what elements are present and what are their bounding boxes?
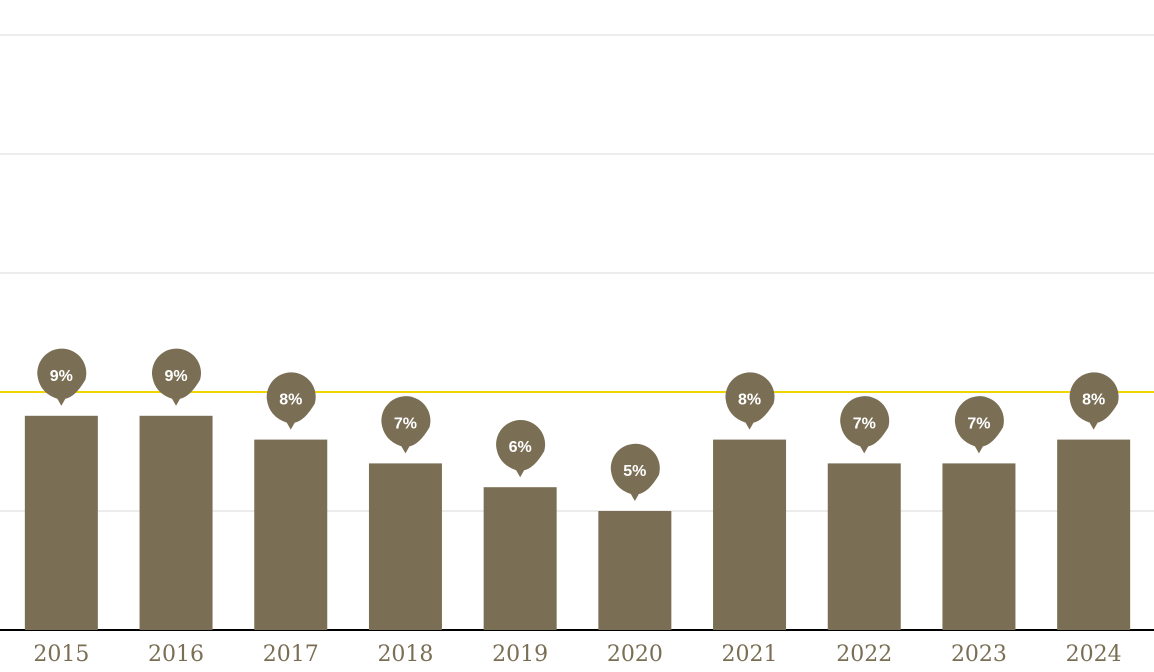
x-tick-label: 2015 <box>33 642 89 667</box>
label-bubble <box>725 372 775 430</box>
x-tick-label: 2016 <box>148 642 204 667</box>
value-label: 7% <box>853 415 876 432</box>
bar <box>827 463 901 630</box>
label-bubble <box>610 443 660 501</box>
label-bubble <box>266 372 316 430</box>
label-bubble <box>37 348 87 406</box>
value-label: 7% <box>394 415 417 432</box>
label-bubble <box>840 396 890 454</box>
bar <box>598 511 672 630</box>
label-bubble <box>1069 372 1119 430</box>
x-tick-label: 2020 <box>607 642 663 667</box>
label-bubble <box>496 419 546 478</box>
label-bubble <box>954 396 1004 454</box>
x-tick-label: 2022 <box>836 642 892 667</box>
x-tick-label: 2023 <box>951 642 1007 667</box>
x-tick-label: 2024 <box>1066 642 1122 667</box>
value-label: 5% <box>623 463 646 480</box>
label-bubble <box>151 348 201 406</box>
bar <box>24 415 98 630</box>
bar <box>254 439 328 630</box>
x-tick-label: 2018 <box>377 642 433 667</box>
label-bubble <box>381 396 431 454</box>
bar <box>713 439 787 630</box>
bar <box>942 463 1016 630</box>
x-tick-label: 2019 <box>492 642 548 667</box>
x-tick-label: 2021 <box>722 642 778 667</box>
value-label: 9% <box>50 368 73 385</box>
x-tick-label: 2017 <box>263 642 319 667</box>
value-label: 8% <box>279 392 302 409</box>
value-label: 7% <box>967 415 990 432</box>
value-label: 6% <box>509 439 532 456</box>
value-label: 9% <box>164 368 187 385</box>
value-label: 8% <box>1082 392 1105 409</box>
bar <box>368 463 442 630</box>
bar <box>139 415 213 630</box>
bar <box>1057 439 1131 630</box>
value-label: 8% <box>738 392 761 409</box>
bar <box>483 487 557 630</box>
